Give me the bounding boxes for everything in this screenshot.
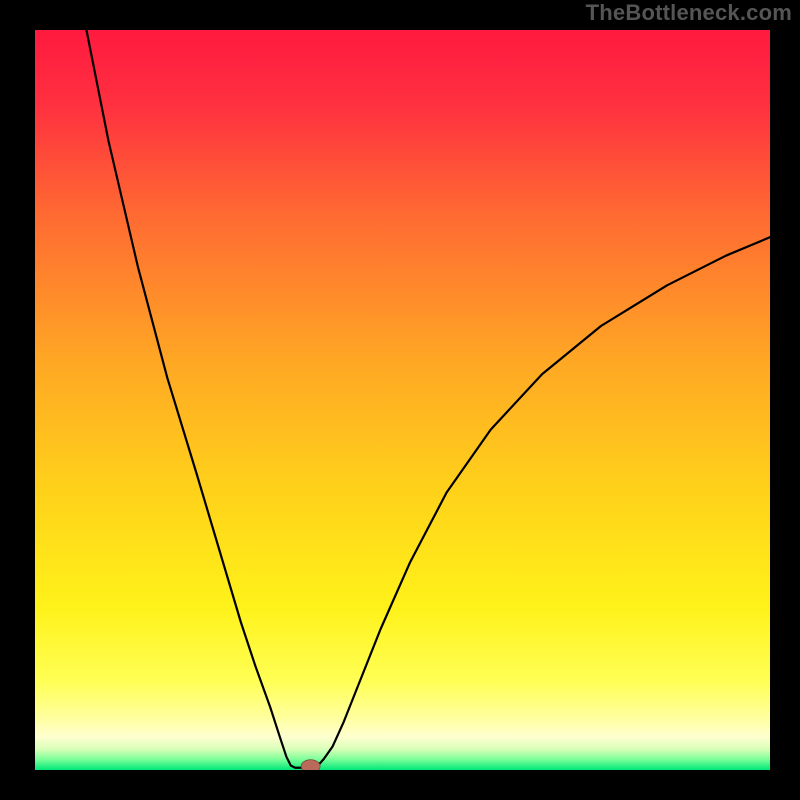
chart-background — [35, 30, 770, 770]
bottleneck-chart — [35, 30, 770, 770]
watermark-text: TheBottleneck.com — [586, 0, 792, 26]
chart-svg — [35, 30, 770, 770]
min-marker — [301, 760, 320, 770]
